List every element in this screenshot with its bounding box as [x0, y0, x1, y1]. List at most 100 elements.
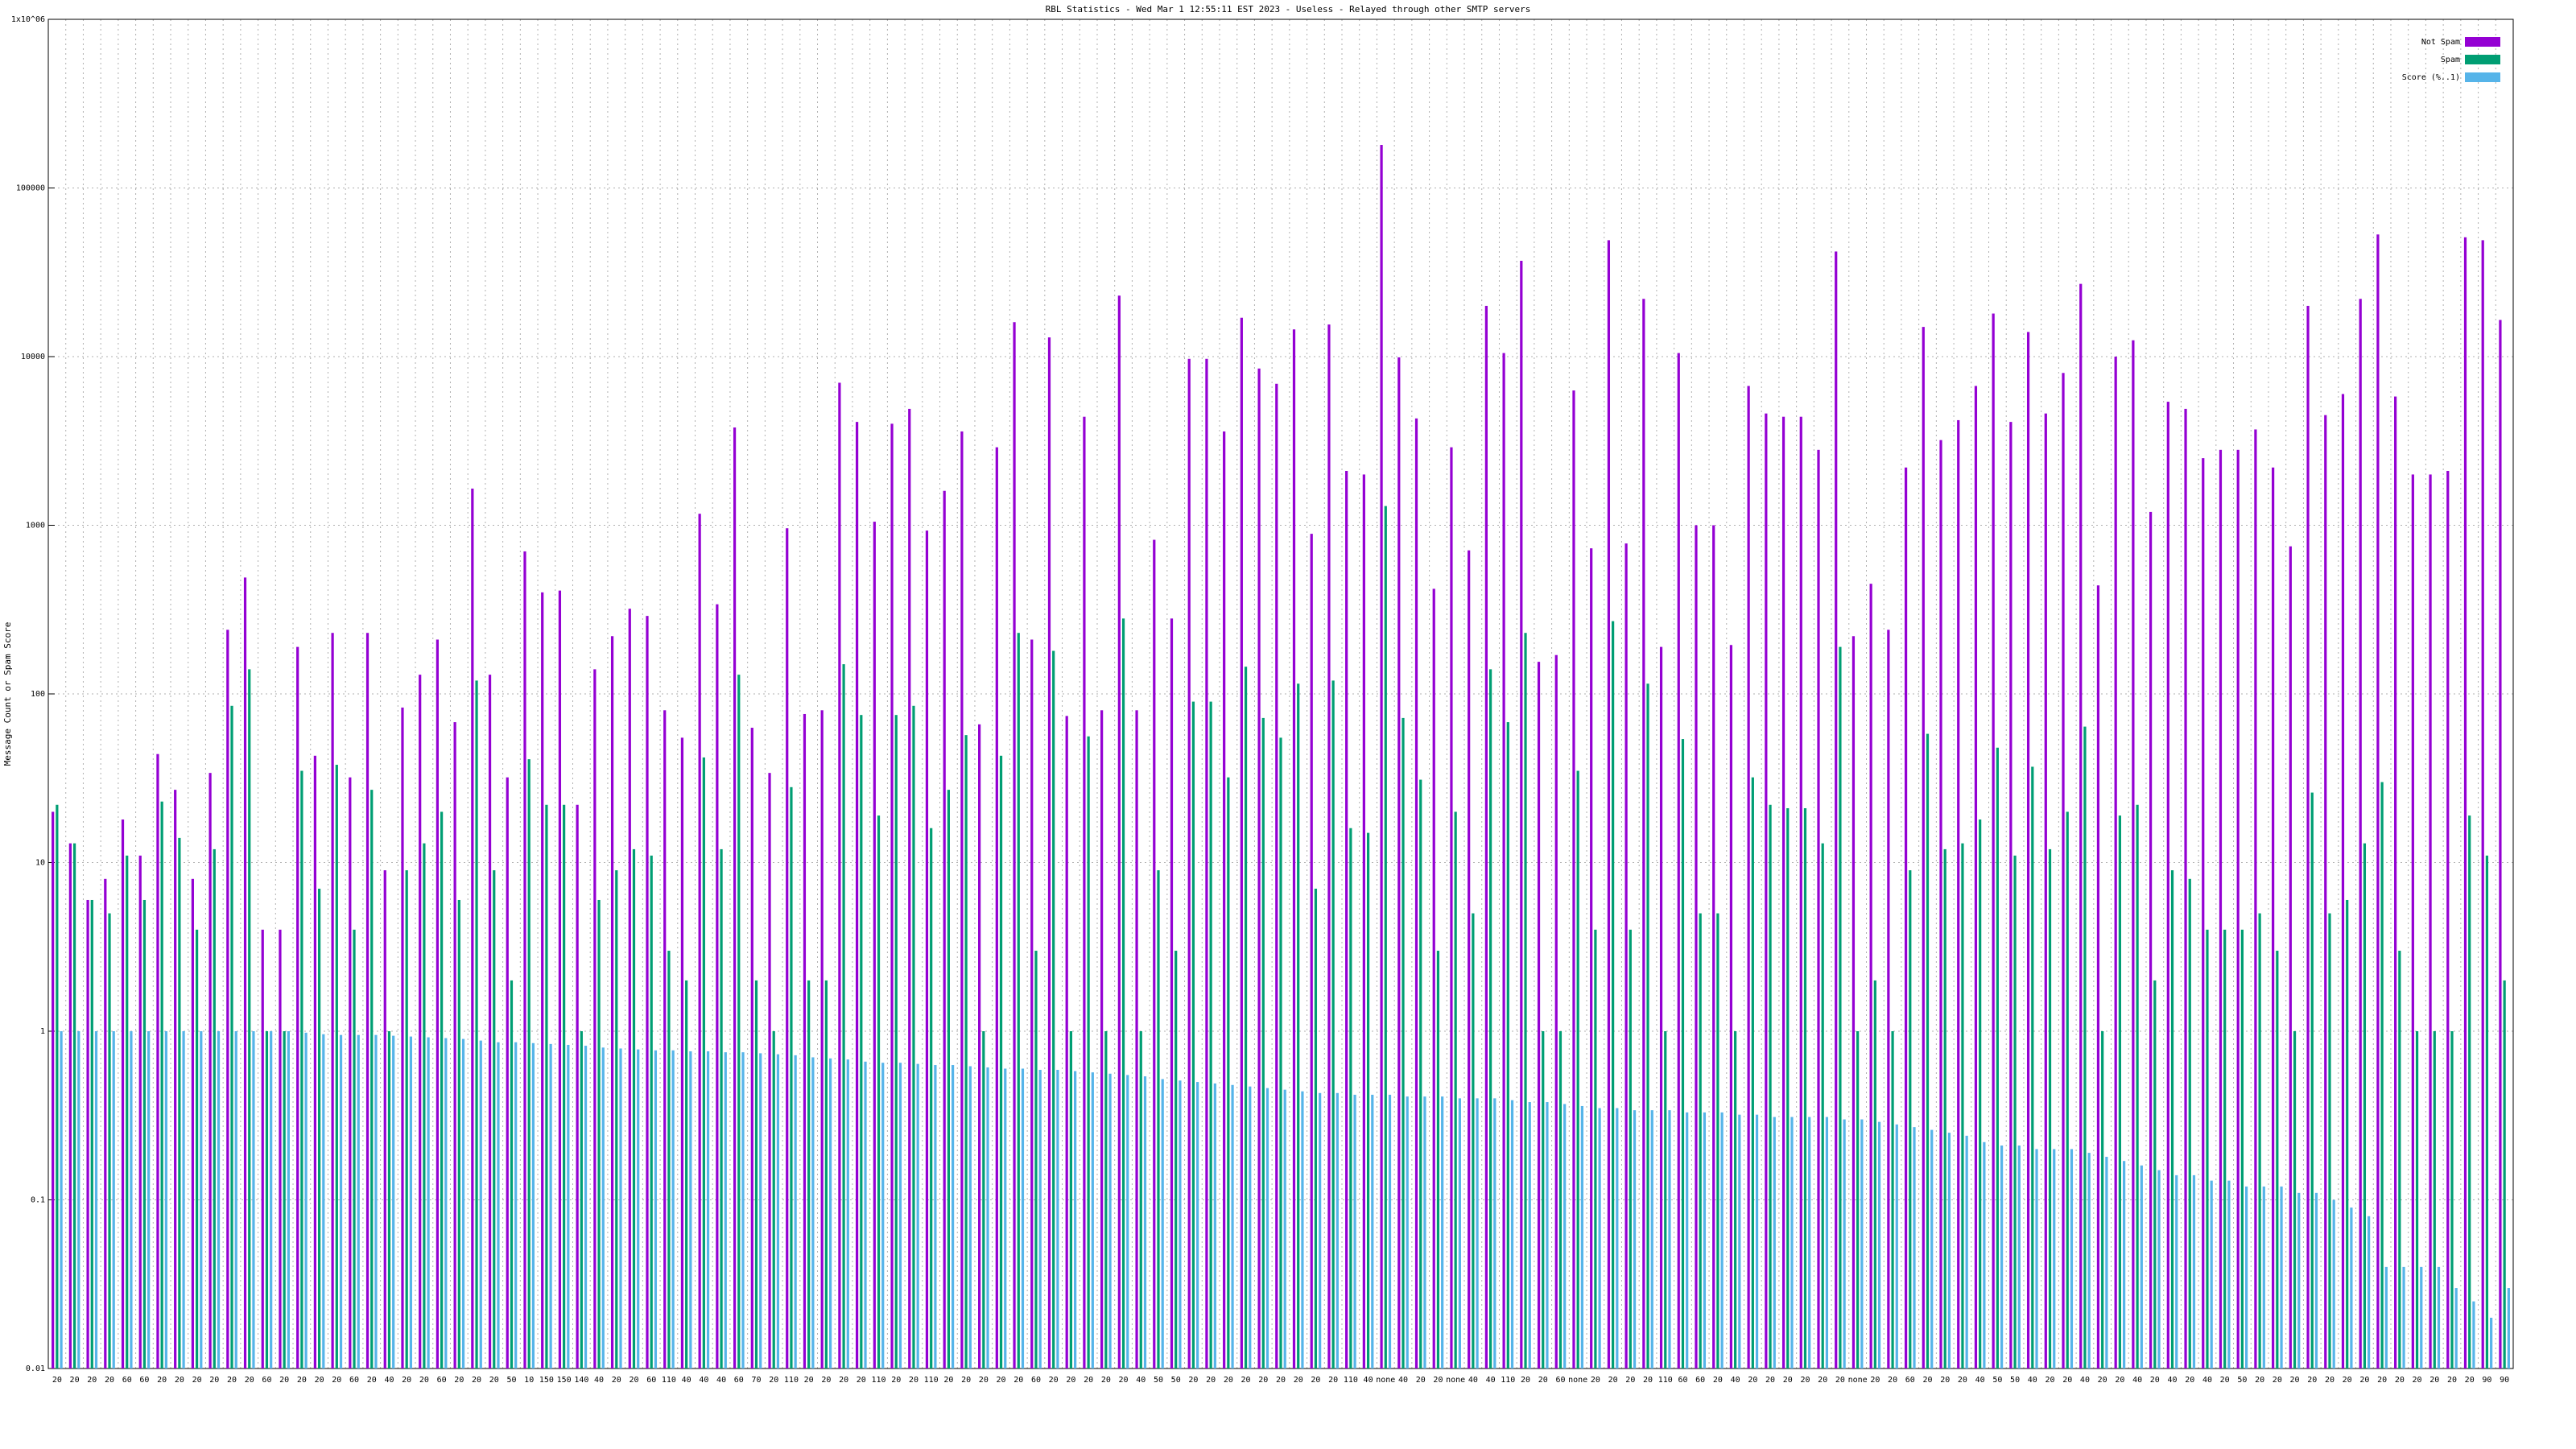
bar: [1781, 416, 1785, 1368]
bar: [2219, 449, 2223, 1369]
bar: [2411, 474, 2414, 1368]
bar: [671, 1050, 675, 1368]
bar: [1327, 324, 1331, 1369]
bar: [506, 777, 509, 1368]
bar: [2306, 305, 2310, 1368]
bar: [488, 675, 492, 1368]
bar: [1205, 358, 1208, 1368]
bar: [698, 514, 701, 1368]
x-tick-label: 50: [2237, 1376, 2247, 1385]
bar: [1261, 717, 1265, 1368]
bar: [2035, 1149, 2038, 1368]
x-tick-label: none: [1376, 1376, 1395, 1385]
bar: [2026, 332, 2030, 1368]
x-tick-label: 20: [2290, 1376, 2300, 1385]
bar: [156, 753, 159, 1368]
x-tick-label: 20: [2150, 1376, 2160, 1385]
bar: [803, 713, 807, 1368]
bar: [702, 757, 705, 1368]
x-tick-label: 20: [279, 1376, 289, 1385]
x-tick-label: 20: [1521, 1376, 1530, 1385]
bar: [2368, 1216, 2371, 1368]
bar: [1576, 770, 1579, 1368]
bar: [855, 422, 859, 1368]
bar: [934, 1065, 937, 1368]
bar: [1616, 1108, 1619, 1368]
y-tick-label: 1: [40, 1027, 45, 1036]
x-tick-label: 40: [1398, 1376, 1408, 1385]
bar: [77, 1031, 80, 1368]
bar: [1345, 470, 1348, 1368]
bar: [2096, 585, 2100, 1368]
bar: [2048, 848, 2052, 1368]
bar: [2437, 1266, 2441, 1368]
bar: [558, 590, 562, 1368]
bar: [2310, 792, 2314, 1368]
bar: [1087, 736, 1090, 1368]
bar: [1799, 416, 1802, 1368]
bar: [1314, 888, 1318, 1368]
x-tick-label: 110: [871, 1376, 886, 1385]
bar: [1590, 548, 1593, 1368]
bar: [964, 735, 968, 1368]
bar: [2314, 1192, 2318, 1368]
x-tick-label: 20: [367, 1376, 377, 1385]
legend-label: Score (%..1): [2402, 73, 2460, 82]
bar: [383, 870, 386, 1368]
x-tick-label: 50: [1992, 1376, 2002, 1385]
bar: [296, 646, 299, 1368]
x-tick-label: 20: [2273, 1376, 2282, 1385]
x-tick-label: 150: [539, 1376, 554, 1385]
x-tick-label: 20: [2325, 1376, 2334, 1385]
bar: [1432, 588, 1435, 1368]
bar: [2136, 804, 2139, 1368]
bar: [317, 888, 321, 1368]
bar: [208, 773, 212, 1368]
bar: [1371, 1094, 1374, 1368]
x-tick-label: 20: [332, 1376, 341, 1385]
bar: [1668, 1110, 1671, 1368]
x-tick-label: 70: [751, 1376, 761, 1385]
bar: [1537, 662, 1541, 1368]
bar: [1244, 667, 1248, 1368]
bar: [1406, 1096, 1409, 1368]
bar: [1887, 630, 1890, 1368]
x-tick-label: 110: [784, 1376, 799, 1385]
bar: [1249, 1086, 1252, 1368]
bar: [724, 1052, 727, 1368]
bar: [1773, 1117, 1776, 1368]
x-tick-label: 50: [1154, 1376, 1163, 1385]
bar: [873, 522, 876, 1369]
bar: [1873, 980, 1876, 1368]
bar: [461, 1038, 465, 1368]
x-tick-label: 20: [1591, 1376, 1600, 1385]
bar: [1065, 716, 1068, 1368]
bar: [1283, 1089, 1286, 1368]
bar: [1074, 1071, 1077, 1368]
bar: [1353, 1094, 1356, 1368]
bar: [768, 773, 771, 1368]
bar: [1520, 260, 1523, 1369]
bar: [2009, 422, 2013, 1368]
bar: [628, 609, 631, 1368]
bar: [1100, 710, 1104, 1368]
y-tick-label: 0.01: [26, 1364, 45, 1373]
bar: [104, 878, 107, 1368]
bar: [182, 1031, 185, 1368]
bar: [1021, 1068, 1025, 1368]
bar: [510, 980, 514, 1368]
bar: [842, 664, 845, 1368]
bar: [1506, 722, 1509, 1368]
bar: [2485, 855, 2489, 1368]
x-tick-label: 40: [1136, 1376, 1146, 1385]
bar: [2175, 1174, 2178, 1368]
bar: [1423, 1096, 1426, 1368]
bar: [248, 669, 251, 1368]
x-tick-label: 20: [1188, 1376, 1198, 1385]
legend-label: Spam: [2441, 56, 2460, 64]
bar: [2297, 1192, 2301, 1368]
x-tick-label: 20: [402, 1376, 411, 1385]
bar: [2376, 234, 2380, 1369]
bar: [1939, 440, 1942, 1368]
bar: [86, 899, 89, 1368]
